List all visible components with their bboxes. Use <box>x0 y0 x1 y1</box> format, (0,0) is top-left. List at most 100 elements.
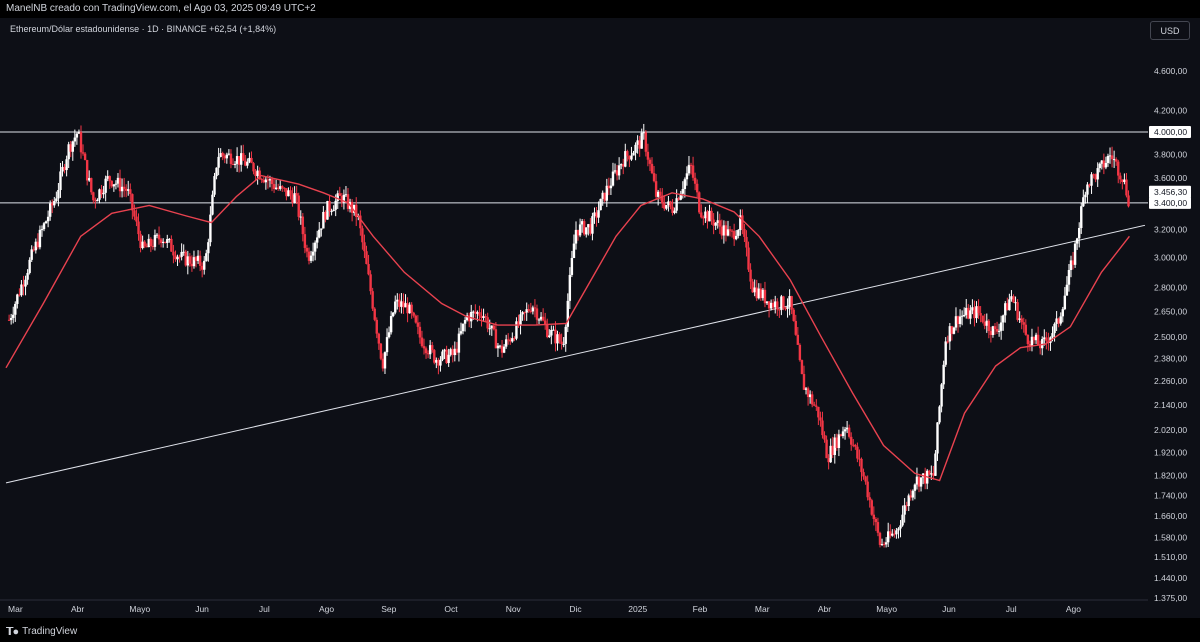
candle <box>574 221 578 250</box>
candle <box>962 307 966 318</box>
candle <box>591 212 594 241</box>
candle <box>498 344 502 349</box>
candle <box>507 333 510 345</box>
y-tick-label: 3.600,00 <box>1154 173 1187 183</box>
candle <box>967 304 970 320</box>
candle <box>283 187 286 192</box>
last-price-label: 3.456,30 <box>1149 185 1191 198</box>
candle <box>671 199 674 216</box>
candle <box>981 315 984 324</box>
candle <box>332 205 335 212</box>
currency-button[interactable]: USD <box>1150 21 1190 40</box>
price-axis[interactable] <box>1148 18 1200 618</box>
moving-average-line[interactable] <box>5 174 1130 482</box>
candle <box>794 314 797 336</box>
candle <box>252 161 255 175</box>
candle <box>221 151 224 161</box>
candle <box>1125 173 1128 198</box>
candle <box>882 541 886 548</box>
candle <box>784 306 787 311</box>
x-tick-label: Nov <box>506 604 522 614</box>
candle <box>878 531 882 548</box>
candle <box>100 184 103 199</box>
candle <box>211 190 214 216</box>
candle <box>909 489 912 501</box>
candle <box>281 185 284 192</box>
candle <box>831 436 834 459</box>
candle <box>1061 306 1064 323</box>
candle <box>782 295 785 311</box>
candle <box>307 247 311 265</box>
candle <box>1071 252 1075 270</box>
candle <box>546 318 549 339</box>
y-tick-label: 2.020,00 <box>1154 425 1187 435</box>
candle <box>884 537 888 548</box>
x-tick-label: Sep <box>381 604 396 614</box>
candle <box>952 326 956 335</box>
candle <box>301 213 305 242</box>
candle <box>679 190 682 201</box>
candle <box>656 189 660 206</box>
candle <box>297 192 300 221</box>
candle <box>77 129 81 134</box>
chart-area[interactable] <box>0 18 1200 618</box>
candle <box>714 222 717 230</box>
candle <box>708 204 711 222</box>
candle <box>774 295 777 314</box>
candle <box>112 184 116 192</box>
candle <box>531 305 535 315</box>
candle <box>400 293 403 314</box>
candle <box>995 321 999 334</box>
candle <box>500 339 504 358</box>
time-axis[interactable] <box>0 600 1148 618</box>
candle <box>205 249 208 262</box>
footer-bar: 𝗧● TradingView <box>0 620 1200 642</box>
candle <box>293 186 296 204</box>
candle <box>223 153 226 164</box>
candle <box>776 298 779 317</box>
candle <box>262 177 265 184</box>
candle <box>533 299 537 318</box>
candle <box>521 311 524 321</box>
candle <box>120 178 124 198</box>
candle <box>426 350 430 359</box>
header-bar: ManelNB creado con TradingView.com, el A… <box>0 0 1200 18</box>
x-tick-label: Jul <box>1006 604 1017 614</box>
candle <box>1063 287 1067 311</box>
candle <box>188 253 192 267</box>
candle <box>200 262 204 278</box>
x-tick-label: Dic <box>569 604 582 614</box>
candle <box>1104 156 1108 170</box>
candle <box>716 211 719 229</box>
candle <box>85 159 89 186</box>
candle <box>478 305 481 321</box>
candle <box>79 125 83 159</box>
tradingview-logo-icon: 𝗧● <box>6 626 19 638</box>
candle <box>720 219 724 240</box>
candle <box>599 198 602 211</box>
candle <box>437 357 440 375</box>
candle <box>755 279 758 302</box>
candle <box>190 255 194 272</box>
candle <box>375 317 378 339</box>
candle <box>1098 162 1101 173</box>
candle <box>289 186 292 200</box>
candle <box>313 240 317 261</box>
candle <box>537 318 541 325</box>
candle <box>617 157 621 180</box>
candle <box>155 233 159 239</box>
candle <box>817 406 820 426</box>
candle <box>457 327 461 362</box>
candle <box>40 225 44 237</box>
candle <box>702 215 705 226</box>
candle <box>856 442 859 463</box>
candle <box>276 183 280 191</box>
candle <box>613 163 617 174</box>
candle <box>1088 183 1091 188</box>
candle <box>143 240 146 249</box>
candle <box>735 230 738 241</box>
trend-line[interactable] <box>5 224 1146 484</box>
candle <box>876 517 880 537</box>
candle <box>235 147 239 172</box>
